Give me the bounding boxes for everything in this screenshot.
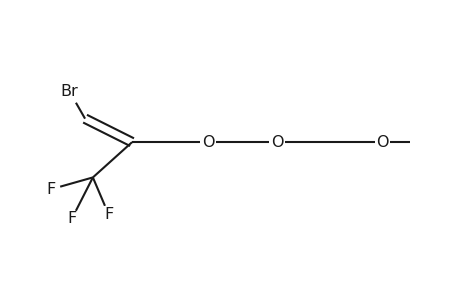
Text: O: O (202, 135, 214, 150)
Text: F: F (67, 212, 76, 226)
Text: Br: Br (61, 84, 78, 99)
Text: O: O (376, 135, 388, 150)
Text: O: O (270, 135, 283, 150)
Text: F: F (47, 182, 56, 197)
Text: F: F (104, 207, 113, 222)
